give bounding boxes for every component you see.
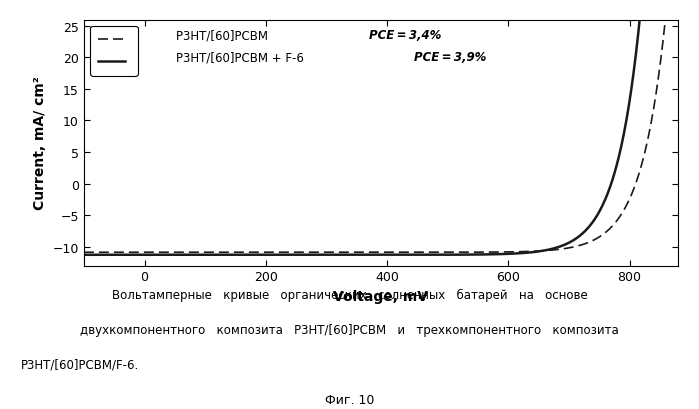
Text: P3HT/[60]PCBM + F-6: P3HT/[60]PCBM + F-6 xyxy=(176,51,311,64)
Text: Фиг. 10: Фиг. 10 xyxy=(325,393,374,407)
Text: Вольтамперные   кривые   органических   солнечных   батарей   на   основе: Вольтамперные кривые органических солнеч… xyxy=(112,288,587,301)
X-axis label: Voltage, mV: Voltage, mV xyxy=(333,289,428,303)
Text: двухкомпонентного   композита   P3HT/[60]PCBM   и   трехкомпонентного   композит: двухкомпонентного композита P3HT/[60]PCB… xyxy=(80,323,619,336)
Text: PCE = 3,4%: PCE = 3,4% xyxy=(369,29,442,42)
Text: P3HT/[60]PCBM: P3HT/[60]PCBM xyxy=(176,29,275,42)
Text: P3HT/[60]PCBM/F-6.: P3HT/[60]PCBM/F-6. xyxy=(21,358,139,371)
Text: PCE = 3,9%: PCE = 3,9% xyxy=(414,51,486,64)
Y-axis label: Current, mA/ cm²: Current, mA/ cm² xyxy=(33,76,47,210)
Legend: , : , xyxy=(90,27,138,76)
